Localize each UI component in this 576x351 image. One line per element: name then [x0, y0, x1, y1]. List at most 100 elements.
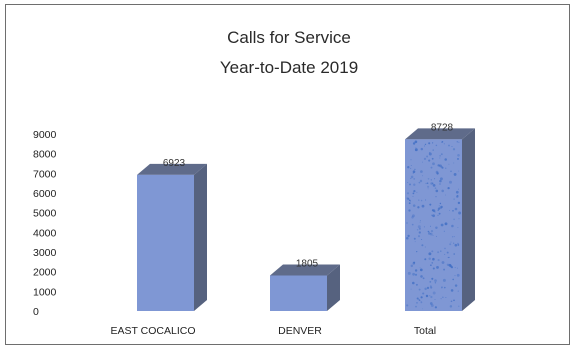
texture-dot	[430, 295, 433, 299]
texture-dot	[453, 162, 455, 164]
texture-dot	[454, 267, 456, 269]
texture-dot	[448, 163, 450, 165]
y-tick-label: 7000	[33, 168, 57, 180]
texture-dot	[413, 189, 416, 193]
texture-dot	[452, 148, 456, 151]
texture-dot	[430, 286, 433, 289]
bar: 8728	[405, 122, 475, 311]
texture-dot	[448, 144, 450, 147]
texture-dot	[441, 189, 444, 193]
texture-dot	[434, 187, 437, 189]
bar-side-face	[327, 264, 340, 311]
texture-dot	[434, 299, 436, 300]
texture-dot	[416, 229, 419, 231]
texture-dot	[452, 209, 454, 212]
texture-dot	[458, 170, 460, 172]
texture-dot	[441, 261, 445, 264]
texture-dot	[440, 223, 444, 227]
texture-dot	[426, 182, 429, 184]
texture-dot	[432, 142, 434, 144]
texture-dot	[430, 182, 433, 185]
texture-dot	[418, 231, 421, 234]
texture-dot	[415, 305, 417, 308]
texture-dot	[416, 302, 418, 304]
texture-dot	[430, 304, 434, 307]
texture-dot	[420, 199, 423, 202]
texture-dot	[441, 166, 444, 169]
texture-dot	[439, 202, 442, 205]
texture-dot	[414, 269, 418, 272]
texture-dot	[435, 189, 439, 193]
texture-dot	[430, 179, 432, 181]
texture-dot	[446, 251, 449, 254]
texture-dot	[410, 159, 412, 161]
texture-dot	[430, 225, 431, 227]
texture-dot	[429, 232, 433, 236]
texture-dot	[450, 289, 454, 292]
texture-dot	[431, 157, 434, 160]
texture-dot	[414, 273, 418, 276]
data-label: 8728	[431, 122, 454, 133]
texture-dot	[449, 180, 452, 184]
texture-dot	[439, 177, 443, 181]
texture-dot	[457, 243, 460, 246]
texture-dot	[444, 222, 448, 226]
y-tick-label: 6000	[33, 188, 57, 200]
texture-dot	[432, 291, 436, 295]
texture-dot	[427, 188, 429, 190]
texture-dot	[422, 175, 424, 177]
category-label: Total	[414, 325, 436, 337]
chart-title-line-2: Year-to-Date 2019	[220, 58, 358, 77]
texture-dot	[453, 218, 455, 221]
texture-dot	[424, 143, 427, 146]
texture-dot	[408, 202, 411, 205]
texture-dot	[457, 188, 460, 190]
texture-dot	[454, 243, 458, 247]
texture-dot	[409, 183, 411, 186]
texture-dot	[454, 275, 456, 277]
texture-dot	[420, 301, 422, 303]
texture-dot	[431, 209, 434, 212]
texture-dot	[453, 236, 455, 238]
texture-dot	[432, 234, 434, 236]
texture-dot	[457, 290, 459, 292]
texture-dot	[407, 271, 411, 275]
texture-dot	[429, 203, 432, 206]
texture-dot	[420, 296, 423, 299]
data-label: 6923	[163, 158, 186, 169]
texture-dot	[458, 305, 460, 307]
texture-dot	[456, 140, 459, 143]
bar-front-face	[270, 275, 327, 311]
texture-dot	[450, 170, 452, 173]
texture-dot	[441, 140, 444, 143]
texture-dot	[415, 283, 418, 286]
texture-dot	[449, 305, 453, 308]
bar-texture	[406, 140, 462, 310]
texture-dot	[418, 288, 421, 291]
texture-dot	[434, 306, 437, 309]
texture-dot	[439, 164, 441, 166]
texture-dot	[450, 241, 452, 243]
texture-dot	[431, 250, 434, 253]
texture-dot	[412, 272, 415, 276]
texture-dot	[424, 246, 426, 248]
texture-dot	[418, 199, 420, 201]
texture-dot	[406, 222, 408, 224]
texture-dot	[425, 199, 427, 201]
texture-dot	[407, 181, 409, 184]
texture-dot	[420, 301, 423, 304]
texture-dot	[457, 201, 461, 205]
texture-dot	[434, 279, 437, 282]
texture-dot	[414, 140, 418, 144]
texture-dot	[458, 141, 460, 143]
texture-dot	[429, 302, 433, 305]
texture-dot	[428, 257, 431, 261]
texture-dot	[435, 196, 437, 198]
texture-dot	[437, 251, 440, 254]
texture-dot	[456, 267, 458, 269]
texture-dot	[417, 225, 421, 229]
texture-dot	[419, 220, 421, 222]
texture-dot	[413, 261, 416, 264]
texture-dot	[419, 268, 423, 272]
texture-dot	[457, 227, 459, 229]
